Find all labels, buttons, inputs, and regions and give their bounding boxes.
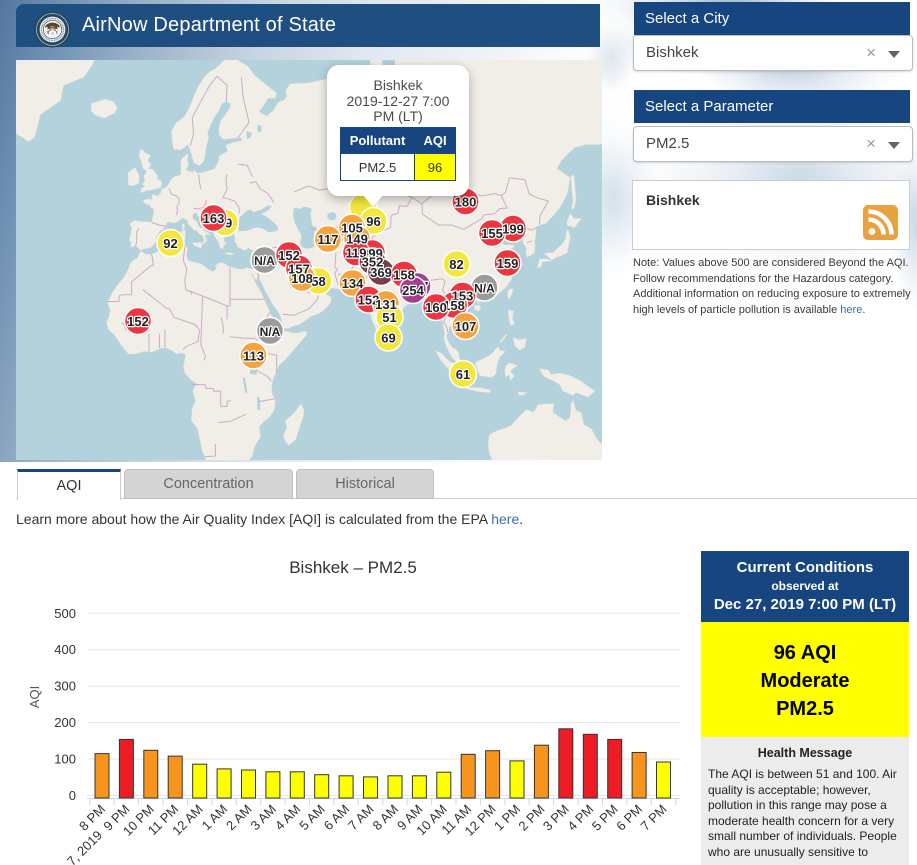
- svg-text:159: 159: [497, 256, 519, 271]
- svg-text:119: 119: [346, 246, 367, 261]
- svg-text:82: 82: [449, 257, 463, 272]
- svg-text:0: 0: [69, 788, 76, 803]
- svg-text:113: 113: [243, 349, 264, 364]
- svg-text:58: 58: [311, 274, 325, 289]
- svg-text:107: 107: [455, 319, 477, 334]
- svg-text:5 PM: 5 PM: [589, 802, 621, 834]
- svg-text:7 PM: 7 PM: [638, 802, 670, 834]
- svg-text:117: 117: [318, 232, 339, 247]
- svg-text:3 AM: 3 AM: [247, 802, 279, 834]
- svg-text:131: 131: [375, 297, 397, 312]
- svg-text:Bishkek – PM2.5: Bishkek – PM2.5: [289, 558, 417, 577]
- svg-text:2 AM: 2 AM: [223, 802, 255, 834]
- svg-text:180: 180: [455, 195, 477, 210]
- svg-text:152: 152: [278, 248, 300, 263]
- svg-text:1 PM: 1 PM: [491, 802, 523, 834]
- svg-text:254: 254: [402, 283, 424, 298]
- svg-text:2 PM: 2 PM: [515, 802, 547, 834]
- svg-text:N/A: N/A: [254, 254, 275, 268]
- svg-text:1 AM: 1 AM: [199, 802, 231, 834]
- svg-text:153: 153: [452, 289, 474, 304]
- svg-text:158: 158: [443, 298, 465, 313]
- svg-text:61: 61: [456, 367, 470, 382]
- svg-text:8 AM: 8 AM: [370, 802, 402, 834]
- svg-text:4 AM: 4 AM: [272, 802, 304, 834]
- svg-text:51: 51: [382, 310, 396, 325]
- svg-text:199: 199: [361, 246, 383, 261]
- svg-text:149: 149: [346, 232, 368, 247]
- svg-text:105: 105: [341, 221, 363, 236]
- svg-text:500: 500: [54, 606, 76, 621]
- svg-text:5 AM: 5 AM: [296, 802, 328, 834]
- svg-text:400: 400: [54, 642, 76, 657]
- svg-text:N/A: N/A: [474, 282, 495, 296]
- svg-text:158: 158: [393, 268, 415, 283]
- svg-text:4 PM: 4 PM: [564, 802, 596, 834]
- svg-text:155: 155: [481, 226, 503, 241]
- svg-text:200: 200: [54, 715, 76, 730]
- svg-text:152: 152: [127, 314, 149, 329]
- svg-text:300: 300: [54, 679, 76, 694]
- svg-text:7, 2019: 7, 2019: [64, 828, 105, 865]
- svg-text:100: 100: [54, 752, 76, 767]
- svg-text:69: 69: [381, 331, 395, 346]
- svg-text:199: 199: [502, 222, 524, 237]
- svg-text:369: 369: [370, 265, 392, 280]
- svg-text:152: 152: [358, 293, 380, 308]
- svg-text:96: 96: [366, 214, 380, 229]
- svg-text:6 AM: 6 AM: [321, 802, 353, 834]
- svg-text:160: 160: [425, 300, 447, 315]
- svg-text:N/A: N/A: [260, 325, 281, 339]
- svg-text:352: 352: [362, 255, 384, 270]
- svg-text:6 PM: 6 PM: [613, 802, 645, 834]
- svg-text:AQI: AQI: [27, 686, 42, 708]
- svg-text:157: 157: [288, 262, 310, 277]
- svg-text:7 AM: 7 AM: [345, 802, 377, 834]
- svg-text:108: 108: [291, 271, 313, 286]
- svg-text:3 PM: 3 PM: [540, 802, 572, 834]
- svg-text:163: 163: [203, 211, 225, 226]
- svg-text:134: 134: [342, 276, 364, 291]
- svg-text:92: 92: [163, 236, 177, 251]
